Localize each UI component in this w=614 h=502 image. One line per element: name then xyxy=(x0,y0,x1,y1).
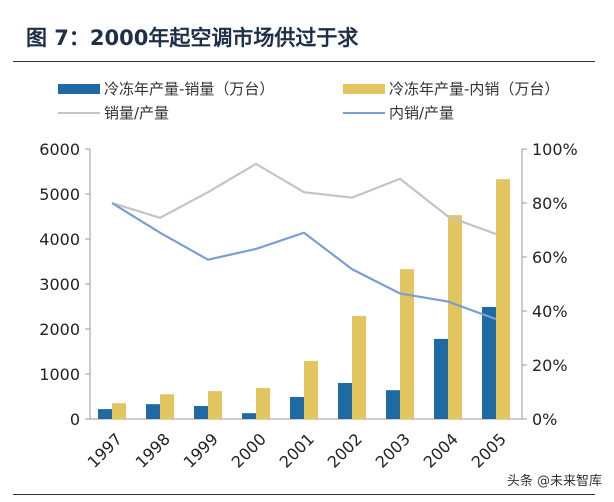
left-tick-label: 2000 xyxy=(39,320,80,339)
bar-1 xyxy=(98,409,112,419)
bar-1 xyxy=(386,390,400,419)
left-tick-label: 1000 xyxy=(39,365,80,384)
x-tick-label: 1997 xyxy=(84,429,126,471)
x-tick-label: 2001 xyxy=(276,429,318,471)
right-tick-label: 20% xyxy=(532,356,568,375)
legend-label: 销量/产量 xyxy=(104,104,170,122)
x-tick-label: 1999 xyxy=(180,429,222,471)
x-tick-label: 2005 xyxy=(468,429,510,471)
legend-swatch xyxy=(343,83,385,94)
right-tick-label: 60% xyxy=(532,248,568,267)
right-tick-label: 0% xyxy=(532,410,557,429)
right-tick-label: 80% xyxy=(532,194,568,213)
bar-2 xyxy=(352,315,366,419)
x-tick-label: 2000 xyxy=(228,429,270,471)
bar-2 xyxy=(112,403,126,419)
bar-2 xyxy=(496,179,510,419)
legend-item-line1: 销量/产量 xyxy=(58,102,169,123)
legend-swatch xyxy=(58,111,100,114)
bar-2 xyxy=(400,269,414,419)
right-tick-label: 40% xyxy=(532,302,568,321)
bottom-divider xyxy=(13,494,595,495)
legend-label: 冷冻年产量-内销（万台） xyxy=(389,80,560,98)
line-2 xyxy=(111,202,497,321)
title-divider xyxy=(13,61,595,62)
legend-item-line2: 内销/产量 xyxy=(343,102,454,123)
x-tick-label: 2002 xyxy=(324,429,366,471)
left-tick-label: 6000 xyxy=(39,140,80,159)
bar-2 xyxy=(256,387,270,419)
bar-1 xyxy=(434,338,448,419)
legend-swatch xyxy=(58,83,100,94)
watermark: 头条 @未来智库 xyxy=(506,474,602,489)
right-tick-label: 100% xyxy=(532,140,578,159)
x-tick-label: 2004 xyxy=(420,429,462,471)
x-tick-label: 1998 xyxy=(132,429,174,471)
x-tick-label: 2003 xyxy=(372,429,414,471)
bar-2 xyxy=(448,215,462,419)
bar-2 xyxy=(304,360,318,419)
legend-label: 冷冻年产量-销量（万台） xyxy=(104,80,275,98)
left-tick-label: 5000 xyxy=(39,185,80,204)
chart-title: 图 7：2000年起空调市场供过于求 xyxy=(26,26,359,50)
legend-swatch xyxy=(343,111,385,114)
bar-1 xyxy=(194,405,208,419)
bar-1 xyxy=(338,383,352,419)
left-tick-label: 3000 xyxy=(39,275,80,294)
left-tick-label: 0 xyxy=(70,410,80,429)
bar-1 xyxy=(482,306,496,419)
legend-label: 内销/产量 xyxy=(389,104,455,122)
legend-item-bar2: 冷冻年产量-内销（万台） xyxy=(343,78,559,99)
bar-1 xyxy=(242,413,256,419)
left-tick-label: 4000 xyxy=(39,230,80,249)
legend-item-bar1: 冷冻年产量-销量（万台） xyxy=(58,78,274,99)
bar-1 xyxy=(146,404,160,419)
bar-1 xyxy=(290,396,304,419)
bar-2 xyxy=(208,391,222,419)
line-1 xyxy=(111,162,497,236)
bar-2 xyxy=(160,394,174,419)
